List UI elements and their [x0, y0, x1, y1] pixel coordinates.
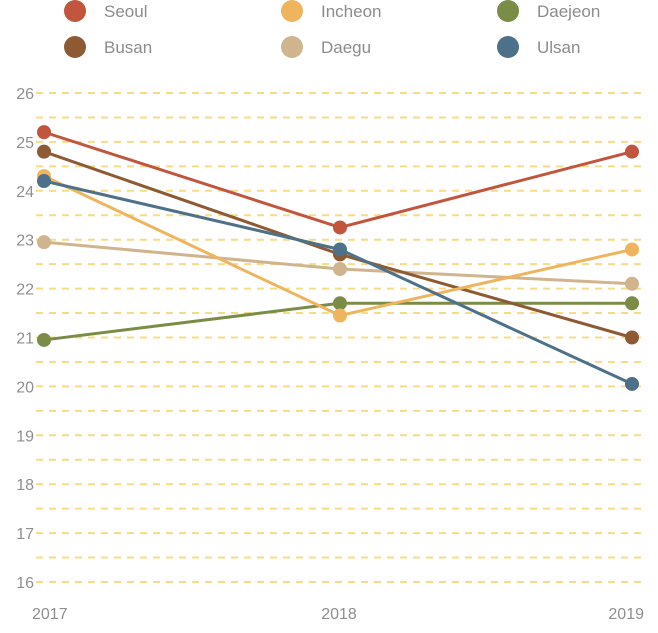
series-line-seoul — [42, 130, 634, 229]
y-tick-label: 17 — [16, 526, 34, 543]
legend-label: Seoul — [104, 2, 147, 21]
data-point-ulsan[interactable] — [333, 242, 347, 257]
legend-item-daegu[interactable]: Daegu — [281, 36, 371, 58]
x-axis-ticks: 2017 2018 2019 — [32, 606, 644, 623]
series-lines — [37, 125, 639, 391]
legend: Seoul Incheon Daejeon Busan Daegu Ulsan — [64, 0, 600, 58]
legend-swatch — [497, 36, 519, 58]
legend-swatch — [64, 36, 86, 58]
data-point-ulsan[interactable] — [625, 376, 639, 391]
y-tick-label: 18 — [16, 477, 34, 494]
grid-lines — [36, 92, 642, 583]
series-daejeon — [37, 296, 639, 347]
data-point-seoul[interactable] — [37, 125, 51, 140]
y-tick-label: 26 — [16, 86, 34, 103]
data-point-daejeon[interactable] — [37, 332, 51, 347]
legend-swatch — [497, 0, 519, 22]
data-point-daejeon[interactable] — [333, 296, 347, 311]
series-daegu — [37, 235, 639, 291]
y-tick-label: 24 — [16, 184, 34, 201]
series-seoul — [37, 125, 639, 235]
x-tick-label: 2019 — [608, 606, 644, 623]
y-tick-label: 21 — [16, 331, 34, 348]
y-tick-label: 19 — [16, 428, 34, 445]
legend-label: Incheon — [321, 2, 382, 21]
data-point-daejeon[interactable] — [625, 296, 639, 311]
legend-item-busan[interactable]: Busan — [64, 36, 152, 58]
legend-item-daejeon[interactable]: Daejeon — [497, 0, 600, 22]
y-tick-label: 25 — [16, 135, 34, 152]
data-point-daegu[interactable] — [333, 262, 347, 277]
data-point-seoul[interactable] — [333, 220, 347, 235]
series-ulsan — [37, 174, 639, 391]
data-point-ulsan[interactable] — [37, 174, 51, 189]
y-tick-label: 22 — [16, 282, 34, 299]
legend-swatch — [64, 0, 86, 22]
x-tick-label: 2017 — [32, 606, 68, 623]
legend-item-seoul[interactable]: Seoul — [64, 0, 147, 22]
y-tick-label: 23 — [16, 233, 34, 250]
y-tick-label: 20 — [16, 379, 34, 396]
legend-item-incheon[interactable]: Incheon — [281, 0, 382, 22]
legend-label: Daegu — [321, 38, 371, 57]
series-line-ulsan — [42, 179, 634, 386]
data-point-seoul[interactable] — [625, 144, 639, 159]
legend-label: Busan — [104, 38, 152, 57]
data-point-incheon[interactable] — [625, 242, 639, 257]
data-point-busan[interactable] — [37, 144, 51, 159]
data-point-daegu[interactable] — [625, 276, 639, 291]
data-point-incheon[interactable] — [333, 308, 347, 323]
x-tick-label: 2018 — [321, 606, 357, 623]
legend-swatch — [281, 36, 303, 58]
legend-swatch — [281, 0, 303, 22]
y-axis-ticks: 16 17 18 19 20 21 22 23 24 25 26 — [16, 86, 34, 592]
data-point-busan[interactable] — [625, 330, 639, 345]
data-point-daegu[interactable] — [37, 235, 51, 250]
legend-label: Ulsan — [537, 38, 580, 57]
legend-item-ulsan[interactable]: Ulsan — [497, 36, 580, 58]
y-tick-label: 16 — [16, 575, 34, 592]
legend-label: Daejeon — [537, 2, 600, 21]
